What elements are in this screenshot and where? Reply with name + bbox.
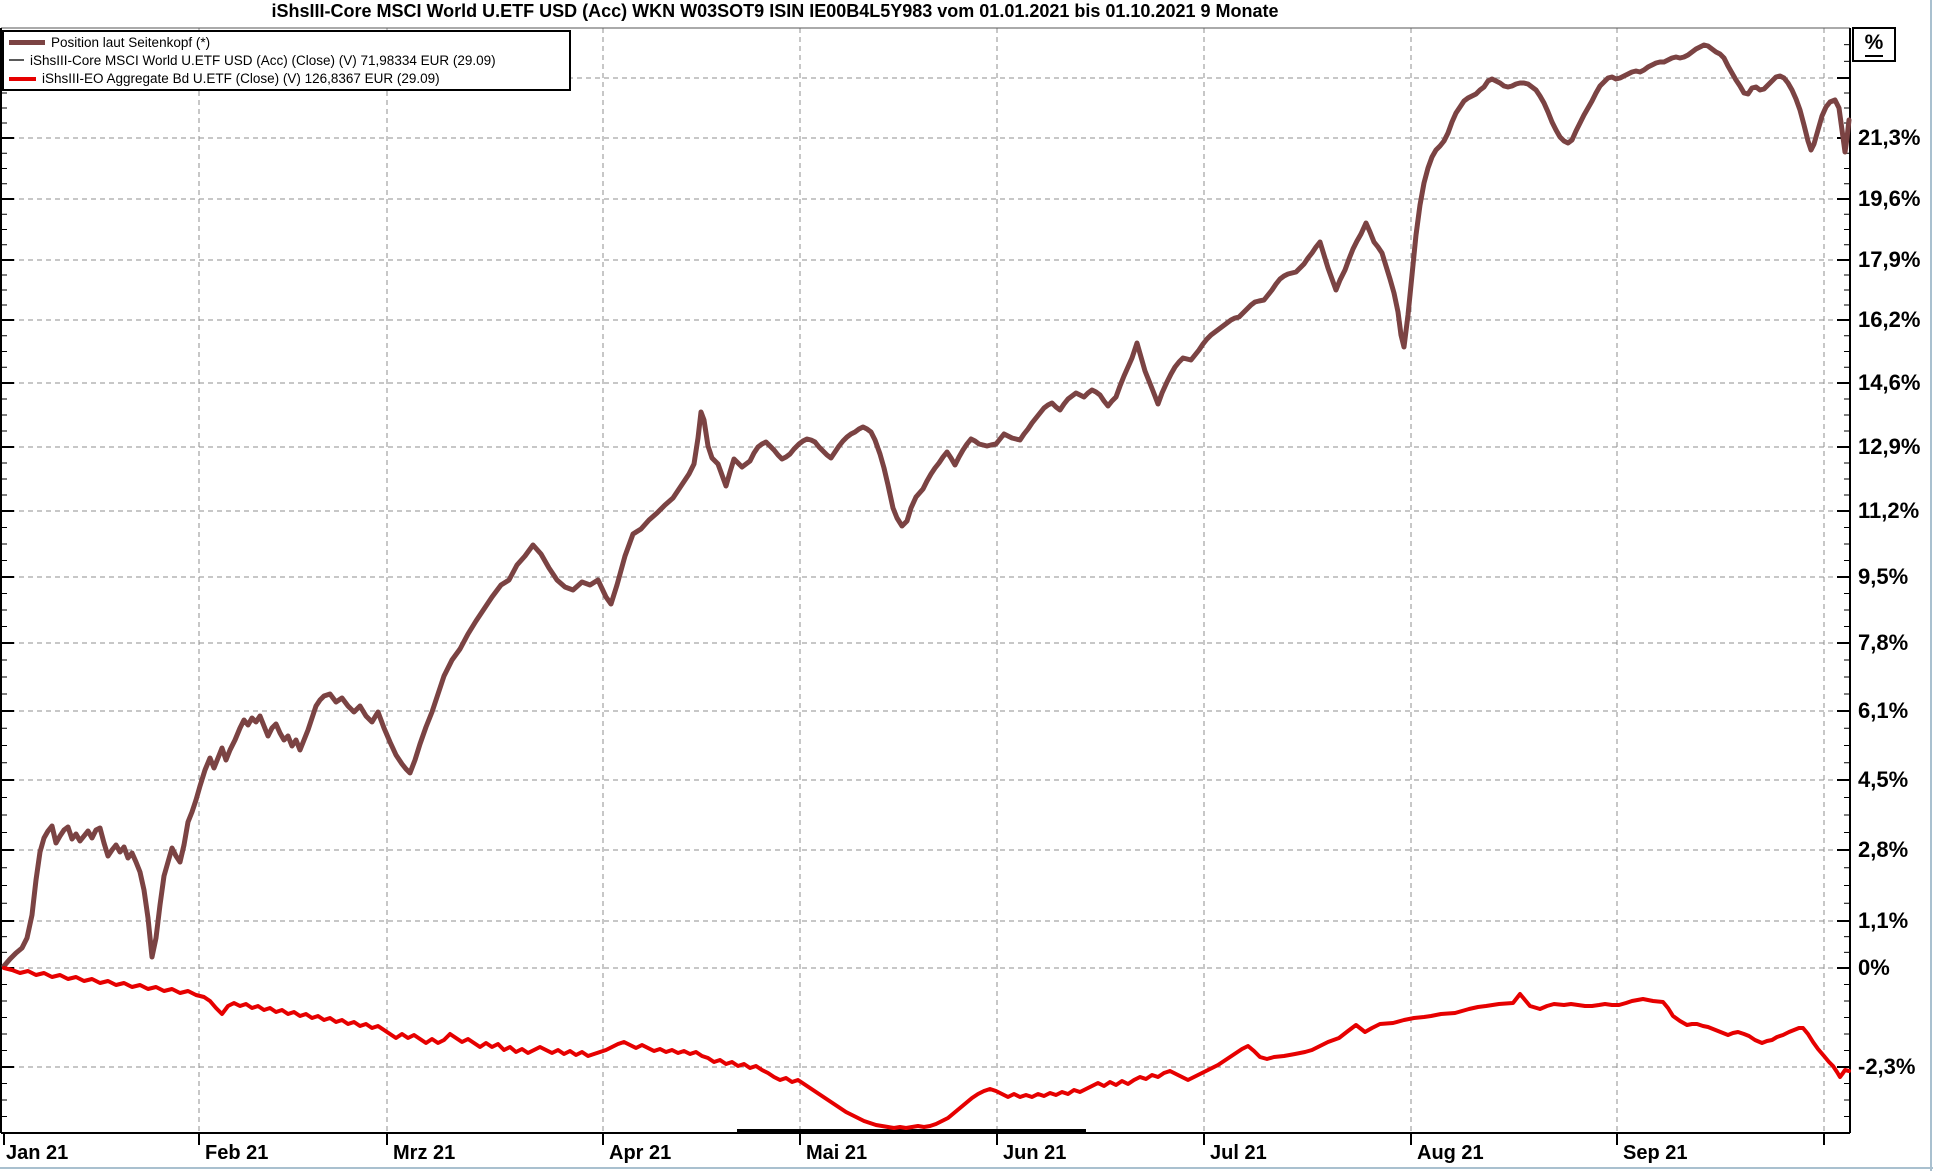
legend-item-eo-aggregate: iShsIII-EO Aggregate Bd U.ETF (Close) (V… [9, 70, 569, 88]
x-axis-label: Mai 21 [806, 1142, 868, 1164]
legend-item-msci-world: iShsIII-Core MSCI World U.ETF USD (Acc) … [9, 51, 569, 69]
axis-ticks [1, 44, 1850, 1145]
legend-label: iShsIII-EO Aggregate Bd U.ETF (Close) (V… [42, 71, 440, 87]
series-line-2[interactable] [2, 966, 1851, 1130]
x-axis-label: Feb 21 [205, 1142, 269, 1164]
x-axis-label: Apr 21 [609, 1142, 672, 1164]
x-axis-label: Mrz 21 [393, 1142, 456, 1164]
y-axis-label: 6,1% [1858, 698, 1909, 723]
chart-title: iShsIII-Core MSCI World U.ETF USD (Acc) … [271, 1, 1279, 21]
x-axis-label: Jul 21 [1210, 1142, 1267, 1164]
percent-axis-button[interactable]: % [1852, 27, 1896, 62]
legend-line-swatch-eo-aggregate [9, 76, 36, 81]
legend-line-swatch-position [9, 39, 45, 45]
y-axis-label: -2,3% [1858, 1054, 1916, 1079]
series-line-0[interactable] [1, 42, 1852, 969]
gridlines [1, 28, 1850, 1133]
y-axis-label: 4,5% [1858, 767, 1909, 792]
legend-item-position: Position laut Seitenkopf (*) [9, 33, 569, 51]
y-axis-label: 19,6% [1858, 186, 1921, 211]
y-axis-label: 9,5% [1858, 564, 1909, 589]
legend: Position laut Seitenkopf (*) iShsIII-Cor… [2, 30, 571, 91]
x-axis-label: Jun 21 [1003, 1142, 1067, 1164]
y-axis-label: 1,1% [1858, 908, 1909, 933]
percent-axis-label: % [1864, 32, 1884, 57]
y-axis-label: 2,8% [1858, 837, 1909, 862]
y-axis-label: 11,2% [1858, 498, 1920, 523]
legend-line-swatch-msci-world [9, 59, 24, 62]
x-axis-label: Sep 21 [1623, 1142, 1688, 1164]
y-axis-label: 7,8% [1858, 630, 1909, 655]
x-axis-label: Jan 21 [6, 1142, 69, 1164]
series-lines [1, 42, 1852, 1133]
legend-label: Position laut Seitenkopf (*) [51, 34, 211, 50]
y-axis-label: 14,6% [1858, 370, 1921, 395]
legend-label: iShsIII-Core MSCI World U.ETF USD (Acc) … [30, 52, 496, 68]
x-axis-label: Aug 21 [1417, 1142, 1484, 1164]
y-axis-label: 0% [1858, 955, 1890, 980]
y-axis-label: 12,9% [1858, 434, 1921, 459]
y-axis-label: 17,9% [1858, 247, 1921, 272]
y-axis-label: 21,3% [1858, 125, 1921, 150]
y-axis-label: 16,2% [1858, 307, 1921, 332]
